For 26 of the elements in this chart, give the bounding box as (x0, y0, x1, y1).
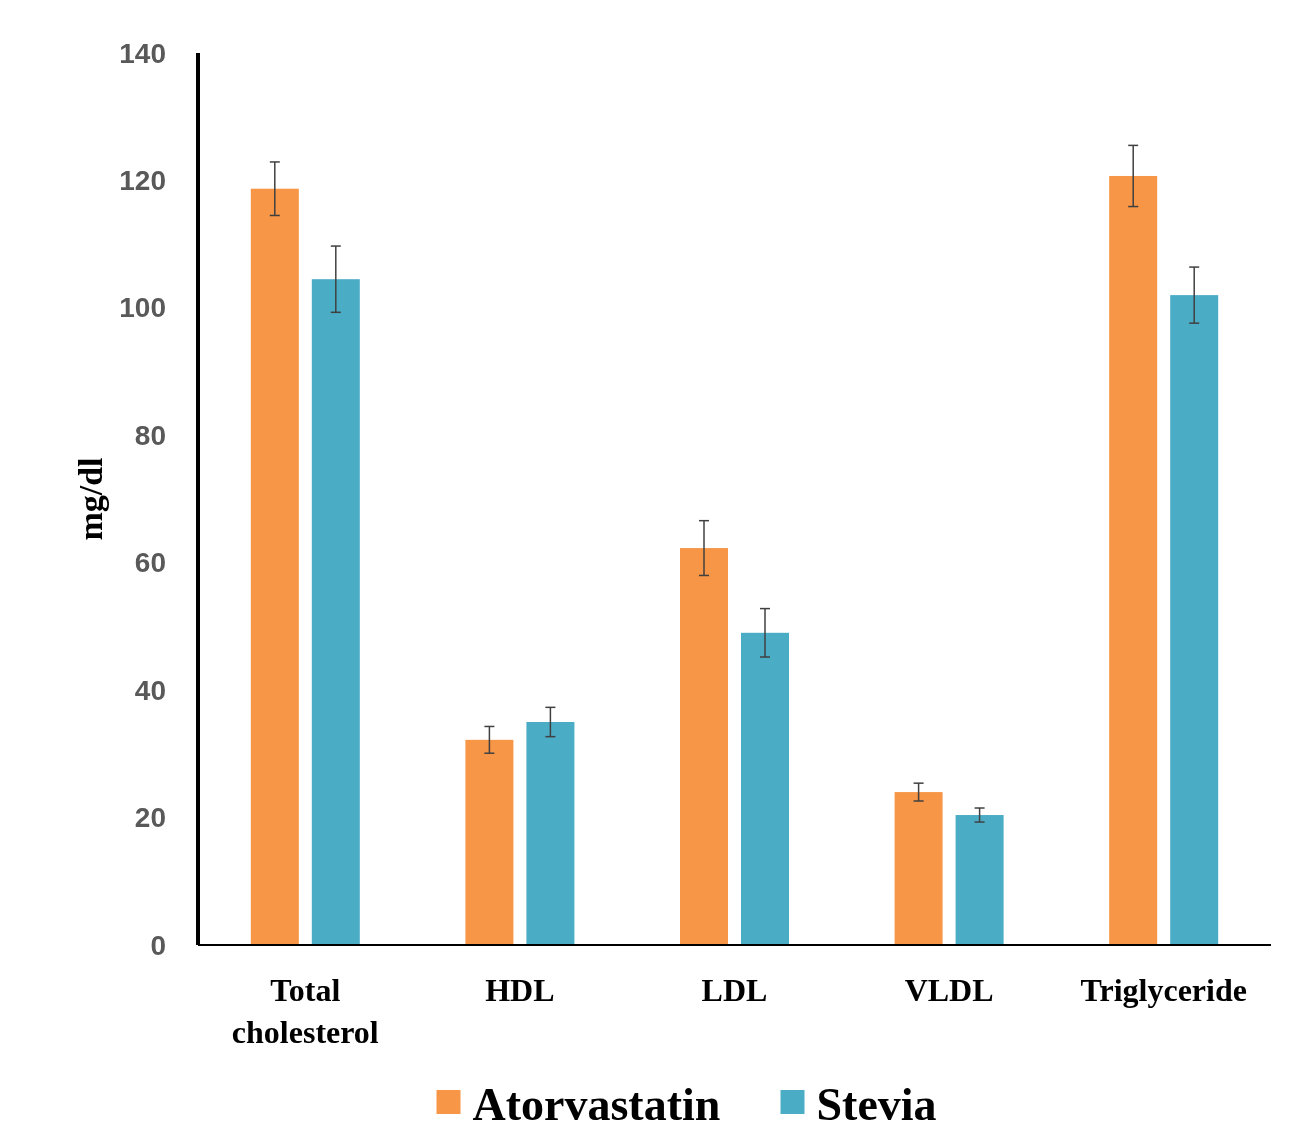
y-tick-label: 140 (119, 37, 166, 69)
y-tick-label: 60 (134, 547, 166, 579)
bar (894, 792, 943, 945)
y-tick-label: 40 (134, 674, 166, 706)
y-axis-title: mg/dl (71, 457, 109, 541)
y-tick-label: 0 (150, 929, 166, 961)
bar (1109, 175, 1158, 945)
bar (250, 188, 299, 945)
bar (680, 548, 728, 945)
bar (526, 722, 575, 945)
x-tick-label: VLDL (904, 972, 994, 1008)
bar (311, 279, 360, 945)
legend-label: Stevia (816, 1078, 937, 1130)
x-tick-label: Total cholesterol (231, 972, 379, 1050)
bar (465, 739, 514, 945)
y-tick-label: 100 (119, 292, 166, 324)
x-tick-label: HDL (485, 972, 555, 1008)
y-tick-label: 120 (119, 164, 166, 196)
bar (1170, 295, 1219, 945)
x-tick-label: LDL (701, 972, 768, 1008)
bar (955, 815, 1004, 945)
bar (741, 632, 789, 945)
x-tick-label: Triglyceride (1080, 972, 1247, 1008)
legend-label: Atorvastatin (472, 1078, 721, 1130)
y-tick-label: 80 (134, 419, 166, 451)
y-tick-label: 20 (134, 802, 166, 834)
